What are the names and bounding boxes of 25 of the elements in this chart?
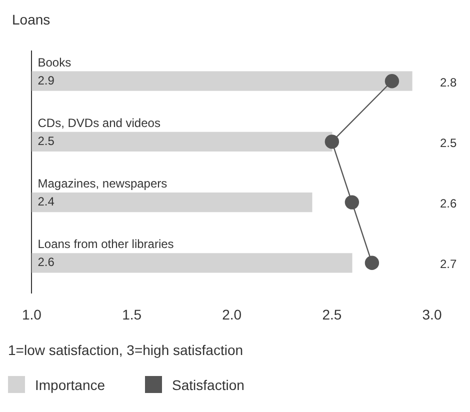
x-tick-label: 2.0 (222, 306, 242, 322)
x-tick-label: 1.0 (22, 306, 42, 322)
point (324, 134, 340, 149)
x-tick-label: 2.5 (322, 306, 342, 322)
text: 1=low satisfaction, 3=high satisfaction (8, 342, 244, 358)
y-tick-label: Loans from other libraries (38, 237, 174, 252)
y-tick-label: Magazines, newspapers (38, 176, 168, 191)
x-tick-label: 3.0 (422, 306, 442, 322)
data-label: 2.5 (440, 136, 458, 150)
data-label: 2.9 (38, 73, 55, 88)
x-tick-label: 1.5 (122, 306, 142, 322)
point (384, 74, 400, 88)
y-tick-label: CDs, DVDs and videos (38, 116, 160, 130)
point (344, 195, 360, 210)
y-tick-label: Books (38, 55, 72, 70)
point (364, 256, 380, 270)
data-label: 2.8 (440, 75, 458, 90)
data-label: 2.4 (38, 194, 55, 209)
legend-label: Satisfaction (172, 376, 244, 392)
data-label: 2.5 (38, 134, 55, 148)
chart-title: Loans (12, 11, 50, 28)
data-label: 2.7 (440, 257, 458, 272)
data-label: 2.6 (38, 255, 55, 270)
legend-label: Importance (35, 376, 106, 392)
data-label: 2.6 (440, 196, 458, 211)
